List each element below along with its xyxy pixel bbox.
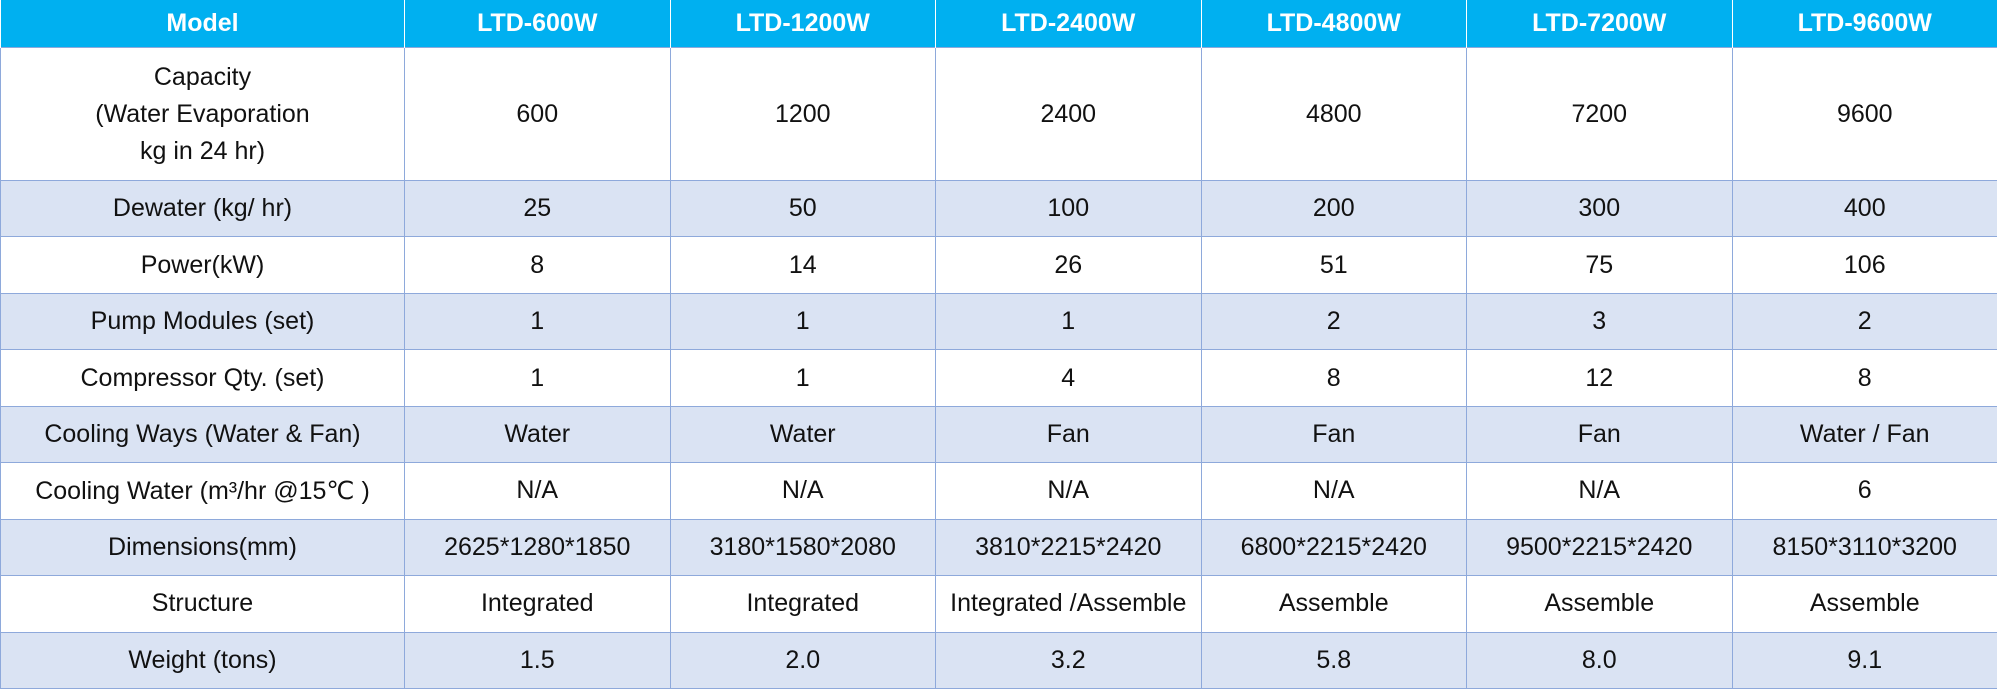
table-cell: 9500*2215*2420 [1466, 518, 1733, 577]
table-cell: Integrated [669, 575, 936, 633]
table-cell: 2400 [935, 46, 1202, 182]
table-cell: 3.2 [935, 631, 1202, 689]
table-cell: Water [669, 405, 936, 464]
table-cell: Water / Fan [1731, 405, 1997, 464]
table-cell: 6800*2215*2420 [1200, 518, 1467, 577]
table-cell: 75 [1466, 236, 1733, 294]
table-cell: 2625*1280*1850 [404, 518, 671, 577]
table-cell: Integrated [404, 575, 671, 633]
header-model: LTD-2400W [935, 0, 1202, 48]
table-cell: 8 [404, 236, 671, 294]
table-cell: 8 [1731, 349, 1997, 407]
table-cell: 3 [1466, 292, 1733, 351]
row-label: Structure [0, 575, 405, 633]
table-cell: 600 [404, 46, 671, 182]
row-dimensions: Dimensions(mm) 2625*1280*1850 3180*1580*… [0, 518, 1997, 577]
table-cell: N/A [404, 462, 671, 520]
table-cell: 9600 [1731, 46, 1997, 182]
table-cell: Fan [935, 405, 1202, 464]
header-row: Model LTD-600W LTD-1200W LTD-2400W LTD-4… [0, 0, 1997, 48]
table-cell: 1 [404, 292, 671, 351]
table-cell: 14 [669, 236, 936, 294]
row-compressor-qty: Compressor Qty. (set) 1 1 4 8 12 8 [0, 349, 1997, 407]
table-cell: 8150*3110*3200 [1731, 518, 1997, 577]
table-cell: 51 [1200, 236, 1467, 294]
table-cell: N/A [669, 462, 936, 520]
row-label: Dimensions(mm) [0, 518, 405, 577]
table-cell: 12 [1466, 349, 1733, 407]
table-cell: N/A [935, 462, 1202, 520]
row-dewater: Dewater (kg/ hr) 25 50 100 200 300 400 [0, 180, 1997, 238]
header-model: LTD-600W [404, 0, 671, 48]
table-cell: Fan [1200, 405, 1467, 464]
table-cell: Assemble [1466, 575, 1733, 633]
table-cell: 100 [935, 180, 1202, 238]
table-cell: 4 [935, 349, 1202, 407]
table-cell: N/A [1466, 462, 1733, 520]
table-cell: 400 [1731, 180, 1997, 238]
table-cell: 1 [935, 292, 1202, 351]
table-cell: 2 [1200, 292, 1467, 351]
row-label: Weight (tons) [0, 631, 405, 689]
row-label: Power(kW) [0, 236, 405, 294]
table-cell: Integrated /Assemble [935, 575, 1202, 633]
table-cell: Assemble [1731, 575, 1997, 633]
table-cell: 300 [1466, 180, 1733, 238]
table-cell: 3810*2215*2420 [935, 518, 1202, 577]
table-cell: 5.8 [1200, 631, 1467, 689]
row-capacity: Capacity (Water Evaporation kg in 24 hr)… [0, 46, 1997, 182]
table-cell: N/A [1200, 462, 1467, 520]
row-label: Dewater (kg/ hr) [0, 180, 405, 238]
row-label: Cooling Water (m³/hr @15℃ ) [0, 462, 405, 520]
table-cell: 2.0 [669, 631, 936, 689]
row-weight: Weight (tons) 1.5 2.0 3.2 5.8 8.0 9.1 [0, 631, 1997, 689]
header-label: Model [0, 0, 405, 48]
header-model: LTD-1200W [669, 0, 936, 48]
row-label: Cooling Ways (Water & Fan) [0, 405, 405, 464]
table-cell: 1200 [669, 46, 936, 182]
row-label: Compressor Qty. (set) [0, 349, 405, 407]
table-cell: 1 [404, 349, 671, 407]
table-cell: 6 [1731, 462, 1997, 520]
table-cell: 4800 [1200, 46, 1467, 182]
table-cell: 26 [935, 236, 1202, 294]
row-label: Capacity (Water Evaporation kg in 24 hr) [0, 46, 405, 182]
table-cell: 106 [1731, 236, 1997, 294]
row-cooling-water: Cooling Water (m³/hr @15℃ ) N/A N/A N/A … [0, 462, 1997, 520]
table-cell: 25 [404, 180, 671, 238]
table-cell: 9.1 [1731, 631, 1997, 689]
table-cell: 200 [1200, 180, 1467, 238]
row-label: Pump Modules (set) [0, 292, 405, 351]
table-cell: 1 [669, 292, 936, 351]
table-cell: 50 [669, 180, 936, 238]
row-structure: Structure Integrated Integrated Integrat… [0, 575, 1997, 633]
header-model: LTD-4800W [1200, 0, 1467, 48]
table-cell: 1.5 [404, 631, 671, 689]
table-cell: 1 [669, 349, 936, 407]
row-cooling-ways: Cooling Ways (Water & Fan) Water Water F… [0, 405, 1997, 464]
header-model: LTD-9600W [1731, 0, 1997, 48]
header-model: LTD-7200W [1466, 0, 1733, 48]
row-pump-modules: Pump Modules (set) 1 1 1 2 3 2 [0, 292, 1997, 351]
table-cell: Fan [1466, 405, 1733, 464]
table-cell: 2 [1731, 292, 1997, 351]
table-cell: Water [404, 405, 671, 464]
table-cell: 3180*1580*2080 [669, 518, 936, 577]
table-cell: 8.0 [1466, 631, 1733, 689]
table-cell: Assemble [1200, 575, 1467, 633]
table-cell: 8 [1200, 349, 1467, 407]
row-power: Power(kW) 8 14 26 51 75 106 [0, 236, 1997, 294]
table-cell: 7200 [1466, 46, 1733, 182]
